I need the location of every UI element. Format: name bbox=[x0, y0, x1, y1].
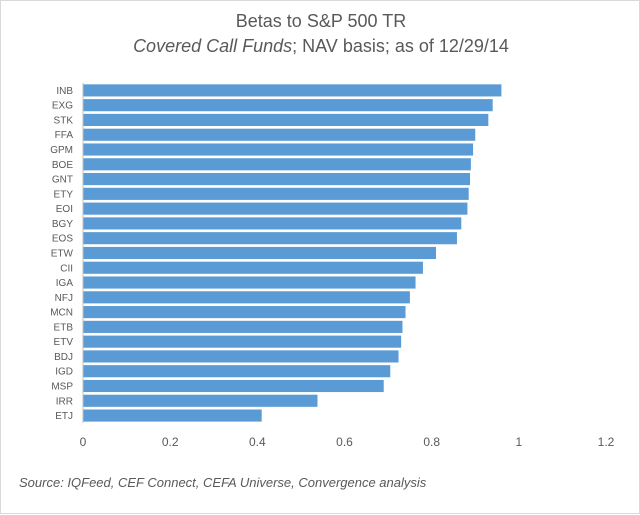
category-label-ffa: FFA bbox=[55, 130, 74, 141]
category-label-irr: IRR bbox=[56, 396, 73, 407]
category-label-gnt: GNT bbox=[52, 175, 73, 186]
category-label-stk: STK bbox=[54, 115, 74, 126]
x-tick-label-4: 0.8 bbox=[423, 435, 440, 449]
category-label-igd: IGD bbox=[55, 367, 73, 378]
category-label-eos: EOS bbox=[52, 234, 73, 245]
bar-nfj bbox=[83, 291, 410, 304]
category-label-etv: ETV bbox=[54, 337, 74, 348]
bar-ffa bbox=[83, 128, 476, 141]
bars-group bbox=[83, 84, 502, 422]
chart-subtitle: Covered Call Funds; NAV basis; as of 12/… bbox=[133, 36, 509, 56]
category-label-etw: ETW bbox=[51, 248, 74, 259]
x-tick-label-2: 0.4 bbox=[249, 435, 266, 449]
bar-boe bbox=[83, 158, 471, 171]
bar-etj bbox=[83, 409, 262, 422]
bar-igd bbox=[83, 365, 391, 378]
x-tick-label-3: 0.6 bbox=[336, 435, 353, 449]
bar-inb bbox=[83, 84, 502, 97]
category-label-ety: ETY bbox=[54, 189, 74, 200]
bar-etv bbox=[83, 335, 402, 348]
bar-eoi bbox=[83, 202, 468, 215]
category-label-bgy: BGY bbox=[52, 219, 73, 230]
bar-bdj bbox=[83, 350, 399, 363]
bar-iga bbox=[83, 276, 416, 289]
bar-mcn bbox=[83, 306, 406, 319]
bar-irr bbox=[83, 394, 318, 407]
bar-exg bbox=[83, 99, 493, 112]
bar-ety bbox=[83, 187, 469, 200]
category-label-exg: EXG bbox=[52, 101, 73, 112]
category-label-msp: MSP bbox=[51, 381, 73, 392]
bar-stk bbox=[83, 113, 489, 127]
x-tick-label-5: 1 bbox=[515, 435, 522, 449]
bar-msp bbox=[83, 379, 384, 393]
category-label-mcn: MCN bbox=[50, 308, 73, 319]
category-label-boe: BOE bbox=[52, 160, 73, 171]
chart-title: Betas to S&P 500 TR bbox=[236, 11, 406, 31]
category-label-eoi: EOI bbox=[56, 204, 73, 215]
category-label-iga: IGA bbox=[56, 278, 74, 289]
category-label-cii: CII bbox=[60, 263, 73, 274]
category-label-bdj: BDJ bbox=[54, 352, 73, 363]
x-tick-label-1: 0.2 bbox=[162, 435, 179, 449]
category-label-gpm: GPM bbox=[50, 145, 73, 156]
category-label-etb: ETB bbox=[54, 322, 74, 333]
category-label-etj: ETJ bbox=[55, 411, 73, 422]
x-tick-label-6: 1.2 bbox=[598, 435, 615, 449]
bar-etw bbox=[83, 246, 437, 260]
bar-gnt bbox=[83, 173, 471, 186]
category-label-nfj: NFJ bbox=[55, 293, 73, 304]
bar-eos bbox=[83, 232, 457, 245]
bar-gpm bbox=[83, 143, 474, 156]
bar-cii bbox=[83, 261, 423, 274]
category-label-inb: INB bbox=[56, 86, 73, 97]
bar-etb bbox=[83, 320, 403, 333]
chart-subtitle-italic: Covered Call Funds bbox=[133, 36, 292, 56]
x-tick-label-0: 0 bbox=[80, 435, 87, 449]
x-axis-tick-labels: 0 0.2 0.4 0.6 0.8 1 1.2 bbox=[80, 435, 615, 449]
chart-subtitle-rest: ; NAV basis; as of 12/29/14 bbox=[292, 36, 509, 56]
bar-bgy bbox=[83, 217, 462, 230]
source-note: Source: IQFeed, CEF Connect, CEFA Univer… bbox=[19, 475, 427, 490]
category-labels: INB EXG STK FFA GPM BOE GNT ETY EOI BGY EOS ETW CII I… bbox=[50, 86, 73, 422]
